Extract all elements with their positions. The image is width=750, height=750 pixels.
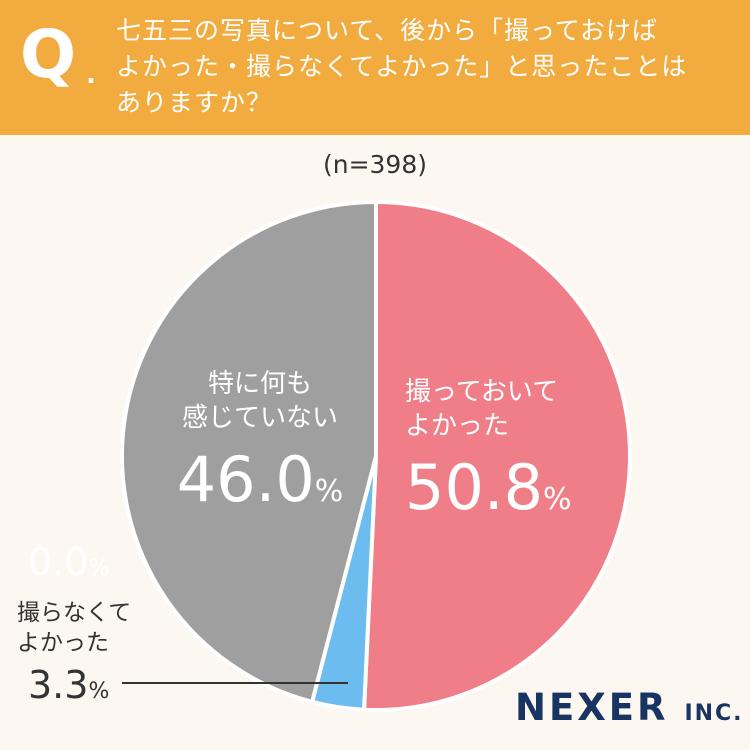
slice-label-taking-good-line-2: よかった [405,411,510,441]
slice-label-not-taking-good: 撮らなくて よかった [17,598,131,658]
slice-value-nothing: 46.0% [176,443,344,516]
slice-value-not-taking-good: 3.3% [28,663,110,707]
question-line-2: よかった・撮らなくてよかった」と思ったことは [116,52,688,81]
question-line-3: ありますか？ [116,88,273,117]
slice-label-nothing: 特に何も 感じていない 46.0% [155,367,365,527]
q-dot: . [86,60,96,90]
pie-slice-taking-good [362,200,632,712]
slice-value-taking-good: 50.8% [405,451,572,524]
slice-label-taking-good: 撮っておいて よかった 50.8% [405,375,605,535]
pie-slice-nothing [120,200,378,704]
slice-label-not-taking-good-line-1: 撮らなくて [17,600,132,626]
question-header: Q . 七五三の写真について、後から「撮っておけば よかった・撮らなくてよかった… [0,0,750,135]
slice-label-taking-good-line-1: 撮っておいて [405,377,559,407]
question-line-1: 七五三の写真について、後から「撮っておけば [116,16,659,45]
sample-size: (n=398) [322,150,428,179]
slice-label-nothing-line-2: 感じていない [181,403,338,433]
question-text: 七五三の写真について、後から「撮っておけば よかった・撮らなくてよかった」と思っ… [116,13,732,121]
slice-value-zero: 0.0% [28,540,110,584]
q-mark: Q [20,16,77,93]
brand-logo: NEXER INC. [515,686,744,729]
slice-label-nothing-line-1: 特に何も [207,369,312,399]
slice-label-not-taking-good-line-2: よかった [17,630,109,656]
